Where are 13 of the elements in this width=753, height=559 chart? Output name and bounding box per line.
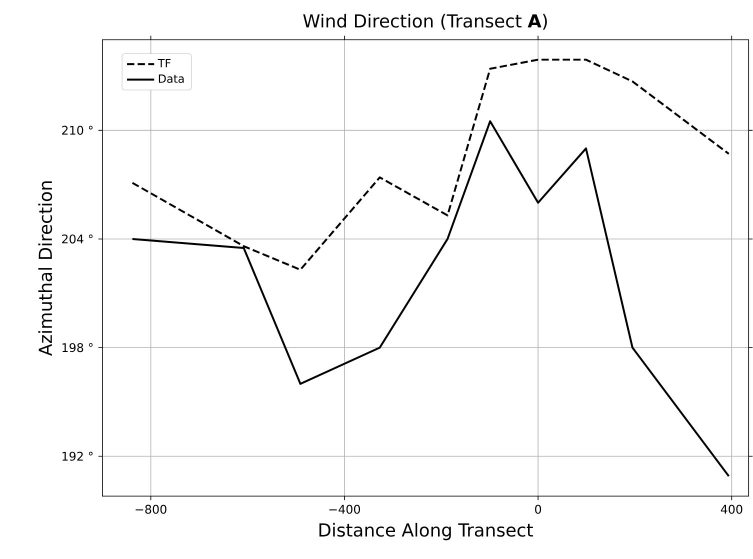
y-tick-label: 198 ° <box>62 343 93 352</box>
chart-title: Wind Direction (Transect A) <box>303 14 547 30</box>
y-axis-title: Azimuthal Direction <box>38 181 52 356</box>
y-tick-label: 210 ° <box>62 126 93 135</box>
legend-label: Data <box>158 74 184 84</box>
x-axis-title: Distance Along Transect <box>319 523 533 540</box>
legend-label: TF <box>158 59 171 68</box>
y-tick-label: 192 ° <box>62 452 93 461</box>
x-tick-label: 0 <box>535 504 542 514</box>
x-tick-label: −800 <box>136 504 166 514</box>
x-tick-label: 400 <box>720 504 742 514</box>
x-tick-label: −400 <box>329 504 360 514</box>
y-tick-label: 204 ° <box>62 234 93 244</box>
